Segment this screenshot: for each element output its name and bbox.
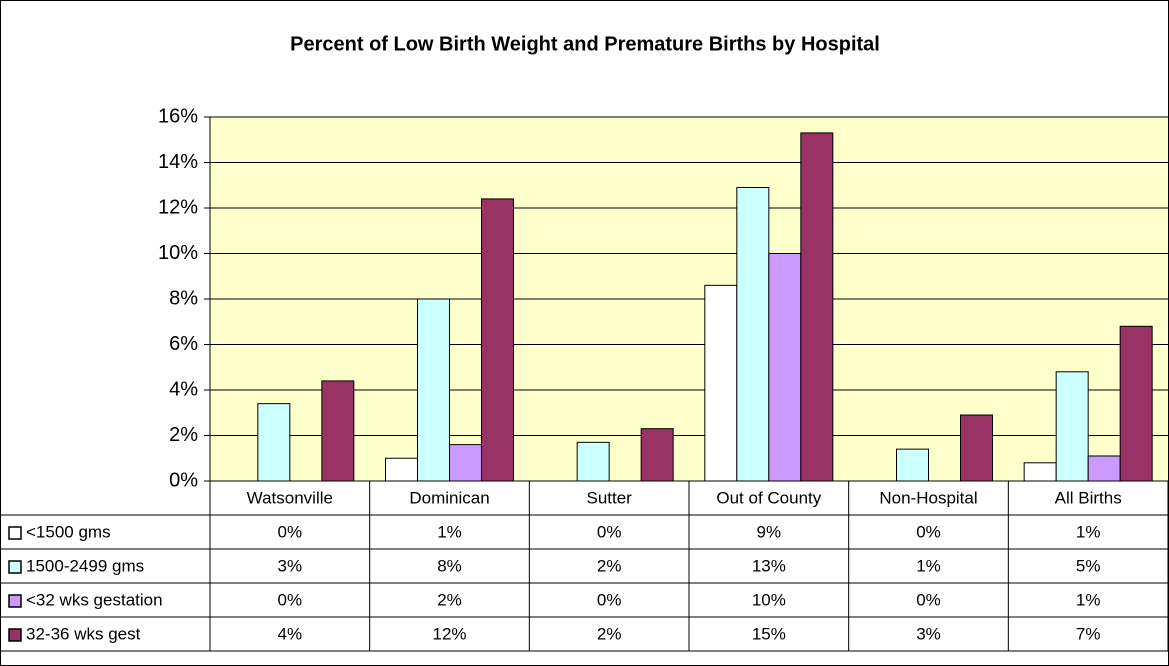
bar [449,444,482,482]
bar [1119,325,1153,482]
bar [704,284,738,482]
bar [800,132,834,482]
y-tick-label: 4% [169,378,198,400]
table-cell: 0% [278,522,303,541]
legend-key [8,560,22,574]
y-tick-label: 14% [158,151,198,173]
table-cell: 13% [752,556,786,575]
bar [736,187,770,482]
table-cell: 1% [437,522,462,541]
legend-label: 1500-2499 gms [26,556,144,575]
y-tick-label: 16% [158,105,198,127]
table-cell: 1% [1076,590,1101,609]
legend-label: 32-36 wks gest [26,624,141,643]
legend-label: <32 wks gestation [26,590,163,609]
table-cell: 1% [916,556,941,575]
table-cell: 15% [752,624,786,643]
bar [640,428,674,482]
bar [1087,455,1121,482]
bar [481,198,514,482]
x-tick-label: Watsonville [247,488,333,507]
y-tick-label: 12% [158,196,198,218]
table-cell: 8% [437,556,462,575]
y-tick-label: 6% [169,333,198,355]
bar [1055,371,1089,482]
table-cell: 0% [597,522,622,541]
x-tick-label: All Births [1055,488,1122,507]
legend-label: <1500 gms [26,522,111,541]
table-cell: 12% [432,624,466,643]
bar [576,441,610,482]
table-cell: 0% [597,590,622,609]
table-cell: 2% [437,590,462,609]
x-tick-label: Out of County [716,488,821,507]
table-cell: 1% [1076,522,1101,541]
table-cell: 10% [752,590,786,609]
table-cell: 0% [278,590,303,609]
y-tick-label: 8% [169,287,198,309]
legend-key [8,628,22,642]
bar [1023,462,1057,482]
table-cell: 9% [757,522,782,541]
bar [417,298,450,482]
bar [960,414,993,482]
table-cell: 4% [278,624,303,643]
y-tick-label: 2% [169,424,198,446]
bar [257,403,291,482]
x-tick-label: Non-Hospital [879,488,977,507]
table-cell: 3% [916,624,941,643]
table-cell: 7% [1076,624,1101,643]
bar [321,380,355,482]
bar [768,253,802,482]
bar [385,457,418,482]
x-tick-label: Dominican [409,488,489,507]
table-cell: 2% [597,556,622,575]
chart-title: Percent of Low Birth Weight and Prematur… [290,33,880,55]
x-tick-label: Sutter [586,488,632,507]
y-tick-label: 0% [169,469,198,491]
table-cell: 0% [916,522,941,541]
bar [896,448,929,482]
y-tick-label: 10% [158,242,198,264]
table-cell: 3% [278,556,303,575]
table-cell: 0% [916,590,941,609]
table-cell: 2% [597,624,622,643]
legend-key [8,594,22,608]
table-cell: 5% [1076,556,1101,575]
legend-key [8,526,22,540]
